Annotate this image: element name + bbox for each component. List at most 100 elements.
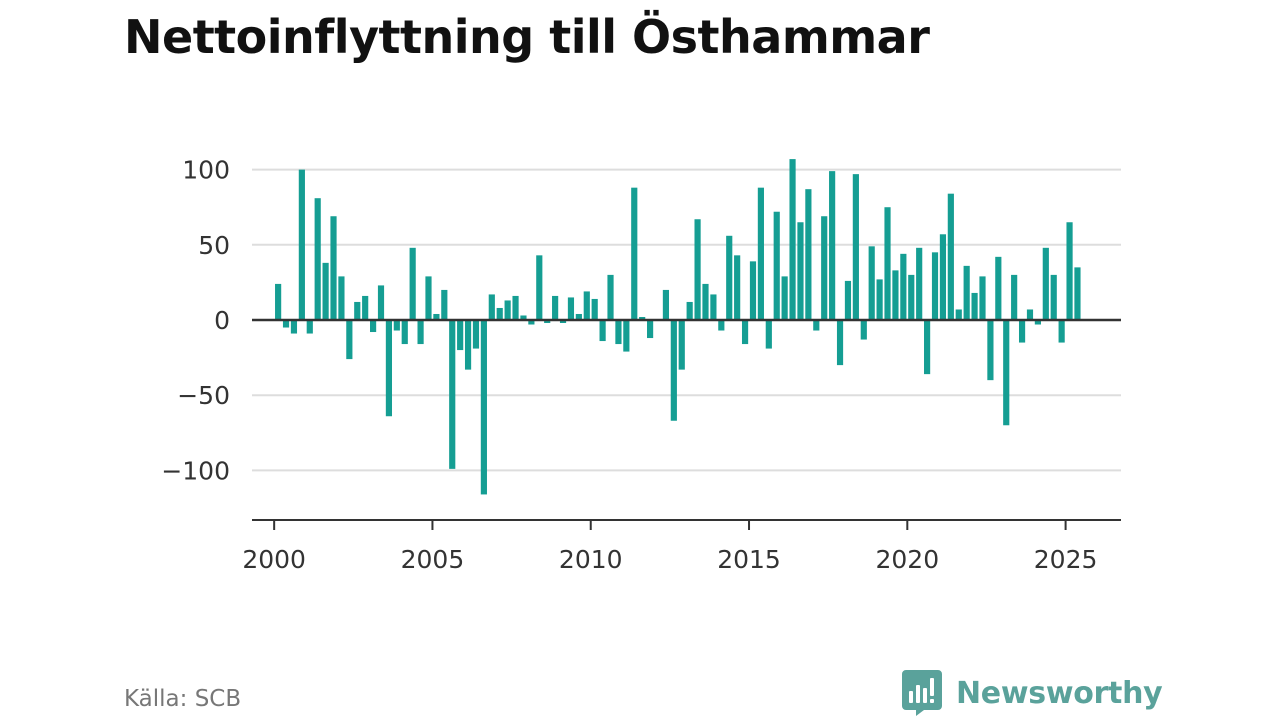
bar bbox=[1011, 274, 1018, 320]
x-tick-label: 2000 bbox=[242, 545, 306, 574]
bar bbox=[726, 235, 733, 320]
bar-chart-speech-bubble-icon bbox=[902, 670, 942, 716]
bar bbox=[282, 320, 290, 328]
bar bbox=[900, 253, 907, 320]
bar bbox=[464, 320, 472, 370]
bar bbox=[694, 219, 701, 320]
bar bbox=[639, 316, 646, 320]
bar bbox=[1058, 320, 1065, 343]
x-tick-label: 2020 bbox=[875, 545, 939, 574]
bar bbox=[789, 159, 796, 320]
bar bbox=[908, 274, 915, 320]
bar bbox=[710, 294, 717, 320]
bar bbox=[306, 320, 313, 334]
x-axis: 2000 2005 2010 2015 2020 2025 bbox=[242, 519, 1121, 574]
bar bbox=[987, 320, 994, 381]
y-tick-label: 50 bbox=[198, 231, 230, 260]
source-note: Källa: SCB bbox=[124, 686, 242, 712]
bar bbox=[1034, 320, 1041, 325]
bar bbox=[686, 301, 693, 320]
bar bbox=[805, 189, 812, 320]
bar bbox=[457, 320, 464, 351]
bar bbox=[1066, 222, 1073, 320]
bar bbox=[449, 320, 456, 469]
bar bbox=[734, 255, 741, 320]
bar bbox=[955, 309, 962, 320]
bar bbox=[322, 262, 329, 320]
bar bbox=[298, 169, 305, 320]
bar bbox=[670, 320, 677, 421]
bar bbox=[1042, 247, 1049, 320]
bar bbox=[765, 320, 772, 349]
bar bbox=[995, 256, 1002, 320]
x-tick-label: 2015 bbox=[717, 545, 781, 574]
bar bbox=[931, 252, 939, 320]
bar bbox=[472, 320, 480, 349]
bar bbox=[417, 320, 424, 345]
y-tick-label: 100 bbox=[182, 156, 230, 185]
bar bbox=[599, 320, 606, 342]
bar bbox=[884, 207, 891, 320]
brand-name: Newsworthy bbox=[956, 675, 1163, 711]
bar bbox=[314, 198, 321, 320]
bar bbox=[552, 295, 559, 320]
bar bbox=[393, 320, 400, 331]
bar bbox=[354, 301, 361, 320]
newsworthy-logo: Newsworthy bbox=[902, 670, 1163, 716]
bar bbox=[1074, 267, 1081, 320]
bar bbox=[844, 280, 852, 320]
bar bbox=[615, 320, 622, 345]
bar-series bbox=[275, 159, 1081, 495]
bar bbox=[821, 216, 828, 320]
bar bbox=[290, 320, 298, 334]
bar bbox=[370, 320, 377, 333]
y-tick-label: −100 bbox=[161, 456, 230, 485]
bar bbox=[409, 247, 416, 320]
bar bbox=[488, 294, 495, 320]
bar bbox=[441, 289, 448, 320]
bar bbox=[1050, 274, 1057, 320]
y-tick-label: −50 bbox=[177, 381, 230, 410]
bar bbox=[346, 320, 353, 360]
bar bbox=[868, 246, 875, 320]
bar bbox=[947, 193, 954, 320]
bar bbox=[1026, 309, 1034, 320]
bar bbox=[718, 320, 725, 331]
bar bbox=[836, 320, 844, 366]
x-tick-label: 2010 bbox=[559, 545, 623, 574]
bar bbox=[860, 320, 867, 340]
x-tick-label: 2025 bbox=[1034, 545, 1098, 574]
bar bbox=[971, 292, 978, 320]
bar bbox=[275, 283, 282, 320]
y-axis-labels: 100 50 0 −50 −100 bbox=[161, 156, 230, 486]
bar bbox=[496, 307, 503, 320]
bar bbox=[741, 320, 749, 345]
bar bbox=[536, 255, 543, 320]
bar bbox=[425, 276, 432, 320]
bar bbox=[749, 261, 757, 320]
bar bbox=[377, 285, 385, 320]
bar bbox=[1018, 320, 1026, 343]
bar bbox=[781, 276, 788, 320]
bar bbox=[876, 279, 883, 320]
bar bbox=[338, 276, 345, 320]
bar bbox=[647, 320, 654, 339]
bar bbox=[567, 297, 575, 320]
bar bbox=[939, 234, 947, 320]
bar bbox=[963, 265, 970, 320]
y-tick-label: 0 bbox=[214, 306, 230, 335]
y-gridlines bbox=[252, 168, 1121, 472]
bar bbox=[773, 211, 780, 320]
chart-title: Nettoinflyttning till Östhammar bbox=[124, 10, 930, 64]
bar bbox=[757, 187, 764, 320]
bar bbox=[544, 320, 551, 324]
bar bbox=[528, 320, 535, 325]
bar bbox=[797, 222, 804, 320]
x-tick-label: 2005 bbox=[401, 545, 465, 574]
bar bbox=[702, 283, 709, 320]
bar bbox=[433, 313, 440, 320]
bar bbox=[829, 171, 836, 320]
bar bbox=[401, 320, 408, 345]
bar bbox=[678, 320, 685, 370]
